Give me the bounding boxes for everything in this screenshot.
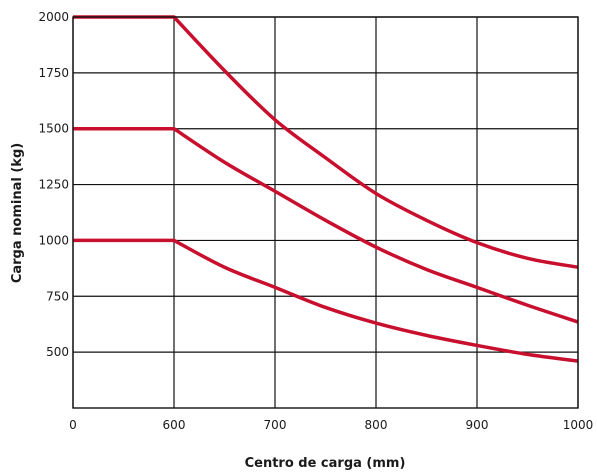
y-axis-title: Carga nominal (kg) xyxy=(10,143,25,283)
x-tick-label: 700 xyxy=(264,418,287,432)
series-line-3 xyxy=(73,238,579,363)
y-tick-label: 500 xyxy=(46,345,69,359)
y-tick-label: 1750 xyxy=(38,66,69,80)
y-tick-labels: 500 750 1000 1250 1500 1750 2000 xyxy=(38,10,69,359)
series-group xyxy=(73,15,579,363)
x-tick-labels: 0 600 700 800 900 1000 xyxy=(69,418,593,432)
x-tick-label: 1000 xyxy=(563,418,594,432)
x-axis-title: Centro de carga (mm) xyxy=(245,456,406,471)
x-tick-label: 800 xyxy=(365,418,388,432)
y-tick-label: 750 xyxy=(46,289,69,303)
y-tick-label: 2000 xyxy=(38,10,69,24)
series-line-1 xyxy=(73,15,579,269)
y-tick-label: 1500 xyxy=(38,122,69,136)
x-tick-label: 0 xyxy=(69,418,77,432)
series-line-2 xyxy=(73,126,579,324)
x-tick-label: 900 xyxy=(466,418,489,432)
y-tick-label: 1000 xyxy=(38,233,69,247)
y-tick-label: 1250 xyxy=(38,178,69,192)
plot-frame xyxy=(72,16,579,409)
x-tick-label: 600 xyxy=(163,418,186,432)
